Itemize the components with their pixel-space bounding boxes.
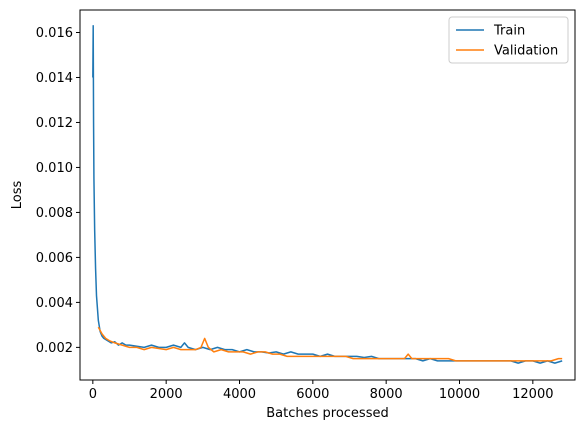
y-tick-label: 0.010 — [36, 161, 73, 176]
x-tick-label: 8000 — [370, 387, 403, 402]
legend-label-validation: Validation — [494, 44, 558, 59]
y-tick-label: 0.014 — [36, 71, 73, 86]
y-tick-label: 0.006 — [36, 251, 73, 266]
series-line-validation — [97, 326, 563, 362]
y-tick-label: 0.004 — [36, 296, 73, 311]
x-tick-label: 12000 — [512, 387, 553, 402]
y-tick-label: 0.002 — [36, 341, 73, 356]
legend-label-train: Train — [493, 24, 525, 39]
x-tick-label: 6000 — [296, 387, 329, 402]
y-tick-label: 0.012 — [36, 116, 73, 131]
y-tick-label: 0.016 — [36, 26, 73, 41]
legend: Train Validation — [448, 16, 569, 64]
axes-frame — [79, 9, 576, 381]
y-tick-label: 0.008 — [36, 206, 73, 221]
x-tick-label: 4000 — [223, 387, 256, 402]
x-tick-label: 10000 — [439, 387, 480, 402]
legend-box — [448, 16, 569, 64]
x-tick-label: 0 — [89, 387, 97, 402]
x-axis-label: Batches processed — [266, 406, 388, 421]
series-layer — [92, 24, 563, 364]
y-axis-label: Loss — [10, 181, 25, 210]
x-axis-ticks: 0 2000 4000 6000 8000 10000 12000 — [89, 380, 554, 402]
x-tick-label: 2000 — [150, 387, 183, 402]
y-axis-ticks: 0.002 0.004 0.006 0.008 0.010 0.012 0.014 0.016 — [36, 26, 80, 356]
